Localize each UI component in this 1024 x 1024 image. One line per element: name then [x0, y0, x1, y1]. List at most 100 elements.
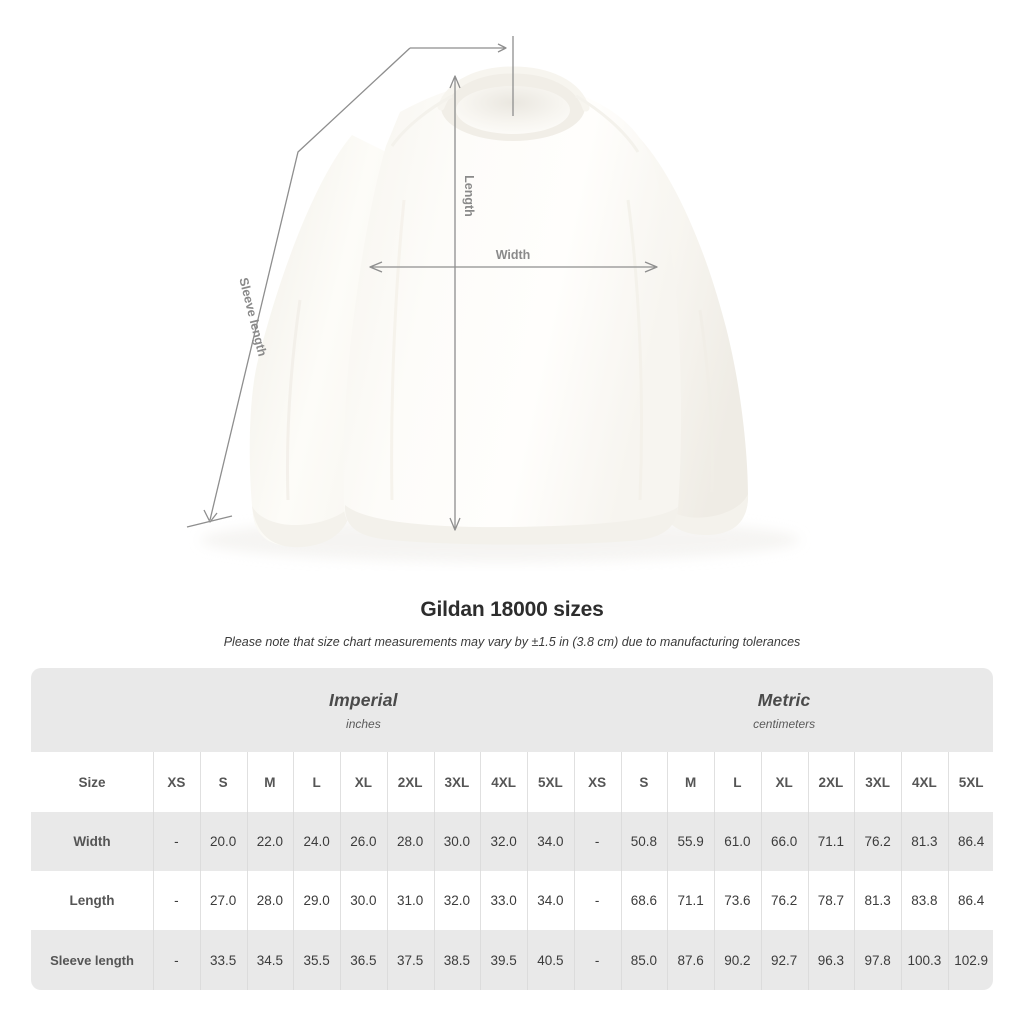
cell-width-imperial-4xl: 32.0 — [490, 834, 517, 849]
column-divider — [480, 752, 482, 812]
cell-width-imperial-xs: - — [174, 834, 179, 849]
column-divider — [199, 752, 201, 812]
column-divider — [527, 930, 528, 990]
cell-sleeve-imperial-l: 35.5 — [303, 952, 330, 968]
cell-width-imperial-xl: 26.0 — [350, 834, 377, 849]
col-head-metric-l: L — [733, 774, 742, 790]
column-divider — [854, 812, 856, 871]
column-divider — [714, 930, 715, 990]
column-divider — [667, 752, 669, 812]
cell-length-imperial-5xl: 34.0 — [537, 893, 564, 908]
col-head-metric-xl: XL — [775, 774, 793, 790]
column-divider — [760, 871, 762, 930]
unit-name-imperial: Imperial — [329, 689, 398, 710]
row-label-sleeve-length: Sleeve length — [50, 952, 134, 968]
size-header-label: Size — [78, 774, 106, 790]
cell-sleeve-metric-5xl: 102.9 — [954, 952, 989, 968]
column-divider — [620, 752, 622, 812]
cell-length-metric-m: 71.1 — [677, 893, 704, 908]
cell-sleeve-metric-m: 87.6 — [677, 952, 704, 968]
width-label: Width — [496, 248, 531, 262]
column-divider — [854, 871, 856, 930]
col-head-metric-s: S — [639, 774, 649, 790]
cell-length-metric-2xl: 78.7 — [817, 893, 845, 908]
cell-width-metric-l: 61.0 — [724, 834, 751, 849]
column-divider — [433, 752, 435, 812]
length-label: Length — [462, 175, 476, 217]
column-divider — [386, 930, 388, 990]
cell-width-metric-4xl: 81.3 — [911, 834, 938, 849]
cell-sleeve-metric-3xl: 97.8 — [864, 952, 891, 968]
unit-header-row: Imperial inches Metric centimeters — [31, 668, 993, 752]
cell-width-metric-s: 50.8 — [630, 834, 658, 849]
column-divider — [714, 812, 715, 871]
cell-width-metric-xl: 66.0 — [770, 834, 798, 849]
unit-name-metric: Metric — [757, 689, 811, 710]
column-divider — [293, 930, 295, 990]
column-divider — [153, 812, 154, 871]
col-head-imperial-m: M — [264, 774, 276, 790]
column-divider — [807, 812, 809, 871]
column-divider — [573, 752, 575, 812]
col-head-imperial-4xl: 4XL — [491, 774, 516, 790]
cell-width-imperial-l: 24.0 — [303, 834, 330, 849]
table-row: Width - 20.0 22.0 24.0 26.0 28.0 30.0 32… — [31, 812, 993, 871]
title-block: Gildan 18000 sizes Please note that size… — [0, 598, 1024, 649]
size-chart-table: Imperial inches Metric centimeters — [31, 668, 993, 990]
cell-sleeve-imperial-m: 34.5 — [256, 952, 284, 968]
column-divider — [807, 752, 809, 812]
column-divider — [480, 871, 482, 930]
cell-length-imperial-2xl: 31.0 — [396, 893, 424, 908]
col-head-imperial-2xl: 2XL — [397, 774, 423, 790]
col-head-metric-3xl: 3XL — [865, 774, 890, 790]
column-divider — [246, 752, 248, 812]
column-divider — [199, 812, 201, 871]
column-divider — [667, 930, 669, 990]
column-divider — [573, 930, 575, 990]
cell-width-imperial-3xl: 30.0 — [443, 834, 471, 849]
row-label-length: Length — [69, 893, 115, 908]
cell-length-metric-4xl: 83.8 — [911, 893, 938, 908]
cell-sleeve-imperial-2xl: 37.5 — [396, 952, 424, 968]
cell-sleeve-metric-xl: 92.7 — [770, 952, 798, 968]
column-divider — [480, 930, 482, 990]
column-divider — [340, 930, 341, 990]
cell-width-metric-3xl: 76.2 — [864, 834, 891, 849]
column-divider — [901, 812, 902, 871]
column-divider — [433, 871, 435, 930]
sleeve-length-label: Sleeve length — [236, 276, 269, 358]
cell-sleeve-metric-xs: - — [594, 952, 600, 968]
column-divider — [807, 871, 809, 930]
column-divider — [293, 752, 295, 812]
column-divider — [527, 812, 528, 871]
unit-header-imperial: Imperial inches — [153, 668, 574, 752]
cell-sleeve-metric-2xl: 96.3 — [817, 952, 845, 968]
sleeve-end-tick — [186, 515, 233, 528]
column-divider — [714, 871, 715, 930]
column-divider — [153, 871, 154, 930]
column-divider — [293, 871, 295, 930]
column-divider — [199, 871, 201, 930]
column-divider — [573, 871, 575, 930]
cell-length-imperial-4xl: 33.0 — [490, 893, 517, 908]
cell-length-metric-xl: 76.2 — [770, 893, 798, 908]
column-divider — [386, 871, 388, 930]
cell-sleeve-imperial-4xl: 39.5 — [490, 952, 517, 968]
column-divider — [901, 752, 902, 812]
col-head-metric-4xl: 4XL — [911, 774, 937, 790]
column-divider — [340, 871, 341, 930]
column-divider — [199, 930, 201, 990]
col-head-imperial-5xl: 5XL — [537, 774, 563, 790]
cell-width-metric-m: 55.9 — [677, 834, 704, 849]
column-divider — [667, 871, 669, 930]
cell-sleeve-imperial-xs: - — [174, 952, 179, 968]
column-divider — [947, 812, 949, 871]
cell-sleeve-imperial-s: 33.5 — [209, 952, 237, 968]
column-divider — [760, 752, 762, 812]
column-divider — [246, 812, 248, 871]
table-row: Length - 27.0 28.0 29.0 30.0 31.0 32.0 3… — [31, 871, 993, 930]
column-divider — [153, 930, 154, 990]
cell-length-metric-xs: - — [594, 893, 600, 908]
col-head-metric-5xl: 5XL — [958, 774, 984, 790]
